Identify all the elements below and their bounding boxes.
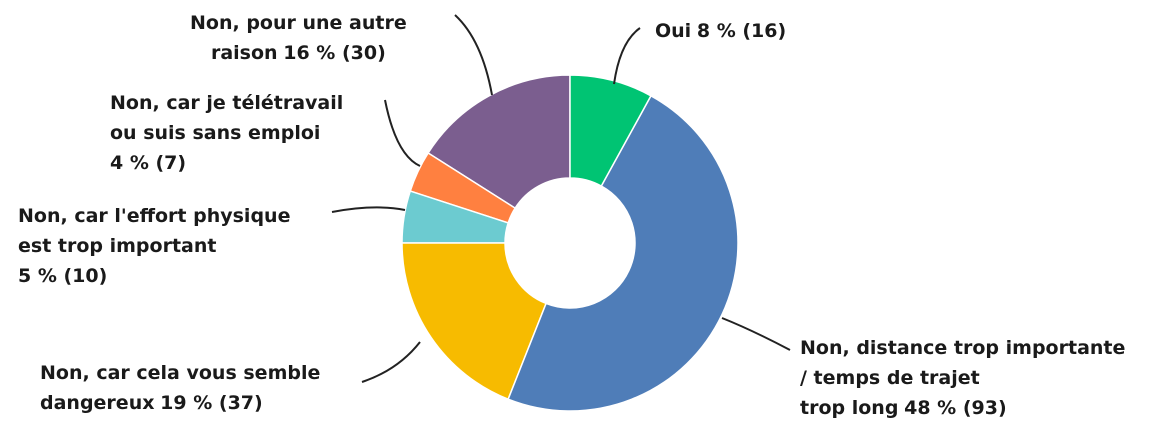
- category-label: Oui: [655, 20, 692, 42]
- value-label: 4 % (7): [110, 152, 187, 174]
- donut-slice: [569, 74, 652, 188]
- leader-line: [613, 27, 641, 85]
- donut-slice: [409, 151, 517, 224]
- category-label: Non, pour une autre raison: [190, 12, 407, 64]
- value-label: 8 % (16): [696, 20, 787, 42]
- slice-label: Oui 8 % (16): [655, 16, 786, 46]
- donut-slice: [507, 94, 739, 412]
- category-label: Non, car cela vous semble dangereux: [40, 362, 321, 414]
- leader-line: [361, 341, 421, 383]
- donut-slice: [401, 190, 510, 244]
- slice-label: Non, car cela vous semble dangereux 19 % …: [40, 358, 320, 418]
- leader-line: [384, 99, 421, 167]
- category-label: Non, car l'effort physique est trop impo…: [18, 205, 291, 257]
- category-label: Non, car je télétravail ou suis sans emp…: [110, 92, 344, 144]
- value-label: 5 % (10): [18, 265, 108, 287]
- category-label: Non, distance trop importante / temps de…: [800, 337, 1126, 419]
- slice-label: Non, pour une autre raison 16 % (30): [190, 8, 407, 68]
- leader-lines: [331, 14, 791, 383]
- leader-line: [721, 317, 791, 351]
- value-label: 19 % (37): [160, 392, 263, 414]
- leader-line: [454, 14, 493, 96]
- donut-slice: [401, 242, 548, 401]
- leader-line: [331, 206, 406, 213]
- slice-label: Non, distance trop importante / temps de…: [800, 333, 1125, 423]
- slice-label: Non, car je télétravail ou suis sans emp…: [110, 88, 343, 178]
- slice-label: Non, car l'effort physique est trop impo…: [18, 201, 290, 291]
- value-label: 16 % (30): [283, 42, 386, 64]
- value-label: 48 % (93): [904, 397, 1007, 419]
